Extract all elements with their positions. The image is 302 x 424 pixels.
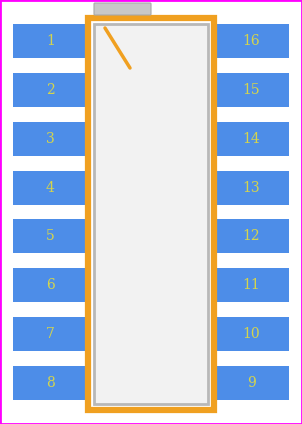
Bar bbox=[214, 170, 289, 204]
Bar bbox=[13, 220, 88, 254]
Text: 4: 4 bbox=[46, 181, 55, 195]
Bar bbox=[214, 220, 289, 254]
Text: 8: 8 bbox=[46, 376, 55, 390]
Text: 6: 6 bbox=[46, 278, 55, 292]
Text: 14: 14 bbox=[243, 132, 260, 146]
Bar bbox=[214, 268, 289, 302]
Bar bbox=[214, 317, 289, 351]
Text: 11: 11 bbox=[243, 278, 260, 292]
Bar bbox=[13, 268, 88, 302]
Bar bbox=[214, 73, 289, 107]
Text: 3: 3 bbox=[46, 132, 55, 146]
Text: 10: 10 bbox=[243, 327, 260, 341]
Text: 5: 5 bbox=[46, 229, 55, 243]
Bar bbox=[13, 73, 88, 107]
Bar bbox=[13, 122, 88, 156]
Text: 13: 13 bbox=[243, 181, 260, 195]
Text: 15: 15 bbox=[243, 83, 260, 97]
Bar bbox=[214, 366, 289, 400]
Bar bbox=[13, 366, 88, 400]
Text: 16: 16 bbox=[243, 34, 260, 48]
Bar bbox=[94, 24, 208, 404]
FancyBboxPatch shape bbox=[94, 3, 151, 15]
Text: 9: 9 bbox=[247, 376, 256, 390]
Text: 2: 2 bbox=[46, 83, 55, 97]
Bar bbox=[13, 24, 88, 58]
Bar bbox=[214, 24, 289, 58]
Text: 12: 12 bbox=[243, 229, 260, 243]
Bar bbox=[214, 122, 289, 156]
Bar bbox=[13, 317, 88, 351]
Bar bbox=[88, 18, 214, 410]
Text: 1: 1 bbox=[46, 34, 55, 48]
Bar bbox=[13, 170, 88, 204]
Text: 7: 7 bbox=[46, 327, 55, 341]
